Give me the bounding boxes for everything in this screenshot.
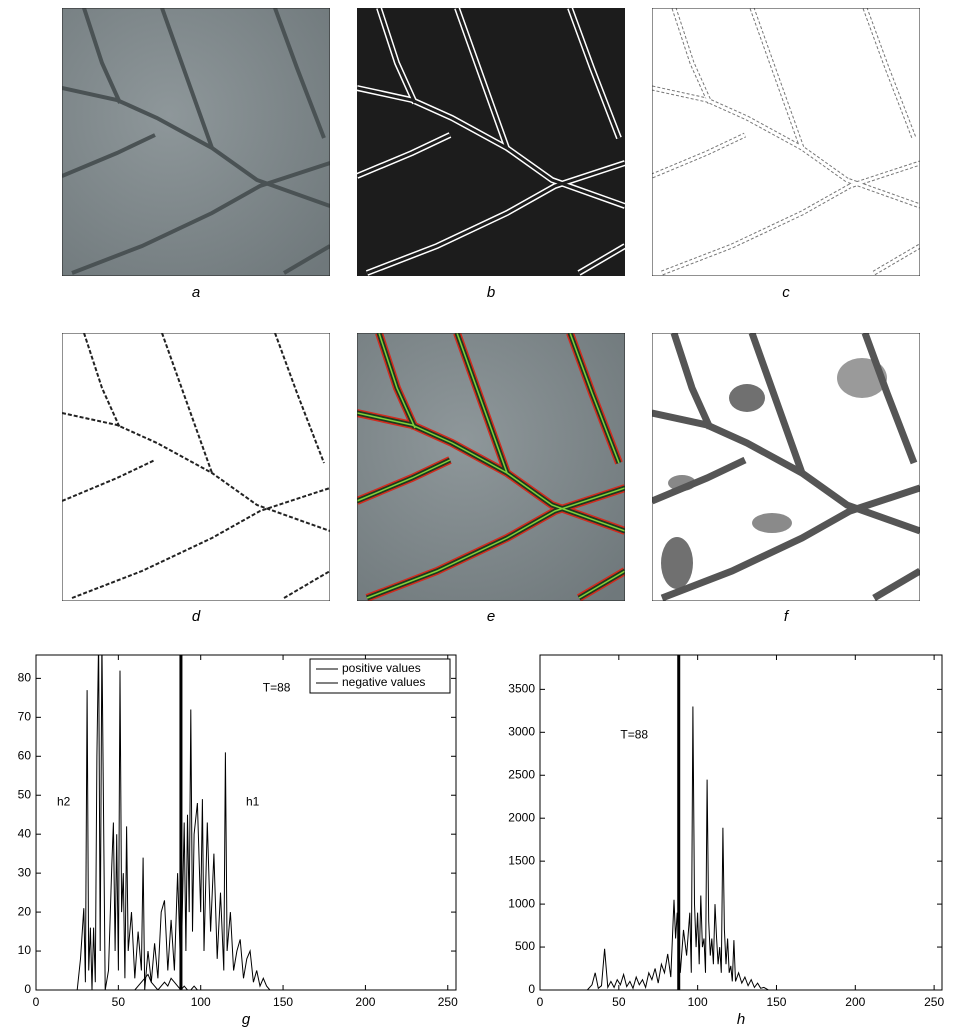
y-tick-label: 0 bbox=[24, 982, 31, 996]
panel-caption: b bbox=[487, 284, 495, 301]
panel-caption: a bbox=[192, 284, 200, 301]
y-tick-label: 3500 bbox=[508, 682, 535, 696]
y-tick-label: 500 bbox=[515, 939, 535, 953]
x-tick-label: 150 bbox=[766, 995, 786, 1009]
y-tick-label: 10 bbox=[18, 943, 32, 957]
panel-image bbox=[62, 333, 330, 601]
panel-caption: f bbox=[784, 608, 790, 625]
annotation: T=88 bbox=[620, 728, 648, 742]
y-tick-label: 30 bbox=[18, 865, 32, 879]
series-line bbox=[586, 706, 777, 990]
annotation: h2 bbox=[57, 795, 71, 809]
panel-image bbox=[652, 333, 920, 601]
plot-clip bbox=[76, 655, 275, 990]
y-tick-label: 1000 bbox=[508, 896, 535, 910]
y-tick-label: 50 bbox=[18, 787, 32, 801]
legend-label: negative values bbox=[342, 675, 425, 689]
series-line bbox=[76, 655, 275, 990]
panel-image bbox=[357, 8, 625, 276]
y-tick-label: 20 bbox=[18, 904, 32, 918]
x-tick-label: 200 bbox=[845, 995, 865, 1009]
legend-box bbox=[309, 658, 451, 694]
plot-area bbox=[539, 654, 943, 991]
plot-clip bbox=[586, 655, 777, 990]
x-tick-label: 50 bbox=[612, 995, 626, 1009]
panel-caption: d bbox=[192, 608, 201, 625]
x-tick-label: 50 bbox=[112, 995, 126, 1009]
panel-image bbox=[652, 8, 920, 276]
chart-caption: g bbox=[242, 1011, 251, 1028]
y-tick-label: 40 bbox=[18, 826, 32, 840]
panel-image bbox=[357, 333, 625, 601]
y-tick-label: 60 bbox=[18, 748, 32, 762]
annotation: h1 bbox=[246, 795, 260, 809]
y-tick-label: 3000 bbox=[508, 724, 535, 738]
panel-image bbox=[62, 8, 330, 276]
plot-area bbox=[35, 654, 457, 991]
x-tick-label: 150 bbox=[273, 995, 293, 1009]
panel-caption: e bbox=[487, 608, 495, 625]
panel-caption: c bbox=[782, 284, 790, 301]
y-tick-label: 2500 bbox=[508, 767, 535, 781]
x-tick-label: 200 bbox=[355, 995, 375, 1009]
y-tick-label: 70 bbox=[18, 709, 32, 723]
x-tick-label: 0 bbox=[33, 995, 40, 1009]
series-line bbox=[134, 973, 201, 990]
chart-caption: h bbox=[737, 1011, 745, 1028]
x-tick-label: 100 bbox=[191, 995, 211, 1009]
x-tick-label: 0 bbox=[537, 995, 544, 1009]
x-tick-label: 250 bbox=[438, 995, 458, 1009]
y-tick-label: 2000 bbox=[508, 810, 535, 824]
annotation: T=88 bbox=[263, 681, 291, 695]
x-tick-label: 100 bbox=[688, 995, 708, 1009]
x-tick-label: 250 bbox=[924, 995, 944, 1009]
y-tick-label: 1500 bbox=[508, 853, 535, 867]
y-tick-label: 0 bbox=[528, 982, 535, 996]
legend-label: positive values bbox=[342, 661, 421, 675]
y-tick-label: 80 bbox=[18, 671, 32, 685]
